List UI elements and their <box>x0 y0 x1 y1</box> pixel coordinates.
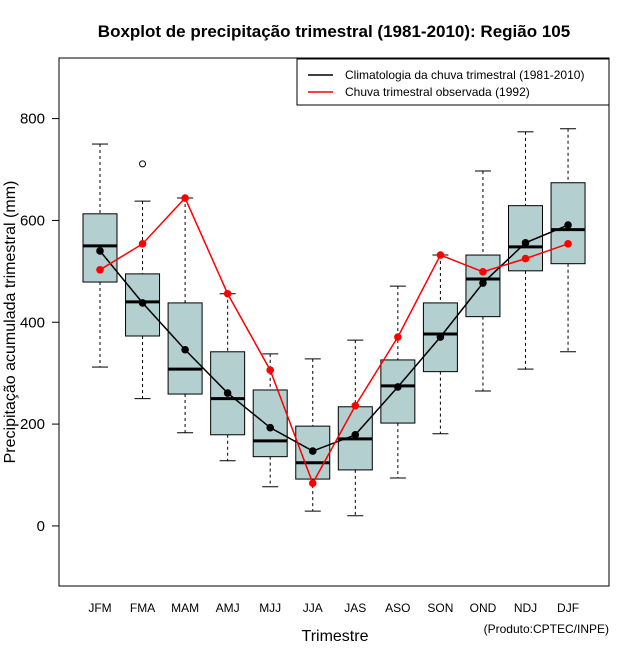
x-tick-label: FMA <box>130 601 155 615</box>
climatology-point <box>351 430 360 439</box>
observed-point <box>181 194 189 202</box>
x-tick-label: ASO <box>385 601 410 615</box>
box-FMA <box>125 160 161 400</box>
box-MAM <box>167 197 203 434</box>
observed-point <box>564 240 572 248</box>
footer-credit: (Produto:CPTEC/INPE) <box>484 622 609 636</box>
x-tick-label: SON <box>427 601 453 615</box>
climatology-point <box>266 423 275 432</box>
box-ASO <box>380 285 416 479</box>
x-axis-label: Trimestre <box>302 628 369 645</box>
box-JFM <box>82 143 118 368</box>
outlier-point <box>139 160 147 168</box>
climatology-point <box>138 299 147 307</box>
x-tick-label: JJA <box>303 601 323 615</box>
x-tick-label: JAS <box>344 601 366 615</box>
y-axis-label: Precipitação acumulada trimestral (mm) <box>2 181 19 464</box>
climatology-point <box>521 239 530 247</box>
y-tick-label: 800 <box>20 111 45 128</box>
observed-point <box>138 240 147 248</box>
series-lines <box>96 194 572 487</box>
x-tick-label: JFM <box>88 601 111 615</box>
climatology-point <box>181 345 189 354</box>
legend-label-observed: Chuva trimestral observada (1992) <box>345 85 530 99</box>
legend-box <box>296 58 610 106</box>
climatology-point <box>223 389 232 397</box>
observed-point <box>223 289 232 298</box>
y-tick-label: 400 <box>20 314 45 331</box>
observed-point <box>436 251 445 259</box>
x-axis: JFM FMA MAM AMJ MJJ JJA JAS ASO SON OND NDJ DJF <box>88 601 579 615</box>
climatology-point <box>564 221 572 229</box>
observed-point <box>479 268 487 276</box>
box-JJA <box>295 358 331 512</box>
observed-point <box>394 333 402 341</box>
observed-point <box>266 366 275 374</box>
y-tick-label: 0 <box>37 518 45 535</box>
x-tick-label: MJJ <box>259 601 281 615</box>
x-tick-label: OND <box>470 601 497 615</box>
climatology-point <box>479 279 487 287</box>
observed-point <box>351 401 360 410</box>
box-iqr <box>380 359 416 424</box>
observed-line <box>99 196 569 485</box>
boxes <box>82 128 586 517</box>
x-tick-label: AMJ <box>216 601 240 615</box>
climatology-point <box>394 383 402 391</box>
x-tick-label: NDJ <box>514 601 537 615</box>
legend-label-climatology: Climatologia da chuva trimestral (1981-2… <box>345 68 584 82</box>
x-tick-label: DJF <box>557 601 579 615</box>
observed-point <box>521 254 530 263</box>
climatology-point <box>96 247 104 255</box>
box-SON <box>422 254 458 435</box>
observed-point <box>308 479 317 487</box>
chart-title: Boxplot de precipitação trimestral (1981… <box>98 22 570 41</box>
x-tick-label: MAM <box>171 601 199 615</box>
climatology-point <box>308 447 317 455</box>
observed-point <box>96 266 104 274</box>
box-AMJ <box>210 293 246 462</box>
y-axis: 0 200 400 600 800 <box>20 111 60 535</box>
climatology-point <box>436 333 445 341</box>
y-tick-label: 600 <box>20 212 45 229</box>
box-NDJ <box>508 131 543 370</box>
legend: Climatologia da chuva trimestral (1981-2… <box>296 58 610 106</box>
y-tick-label: 200 <box>20 416 45 433</box>
